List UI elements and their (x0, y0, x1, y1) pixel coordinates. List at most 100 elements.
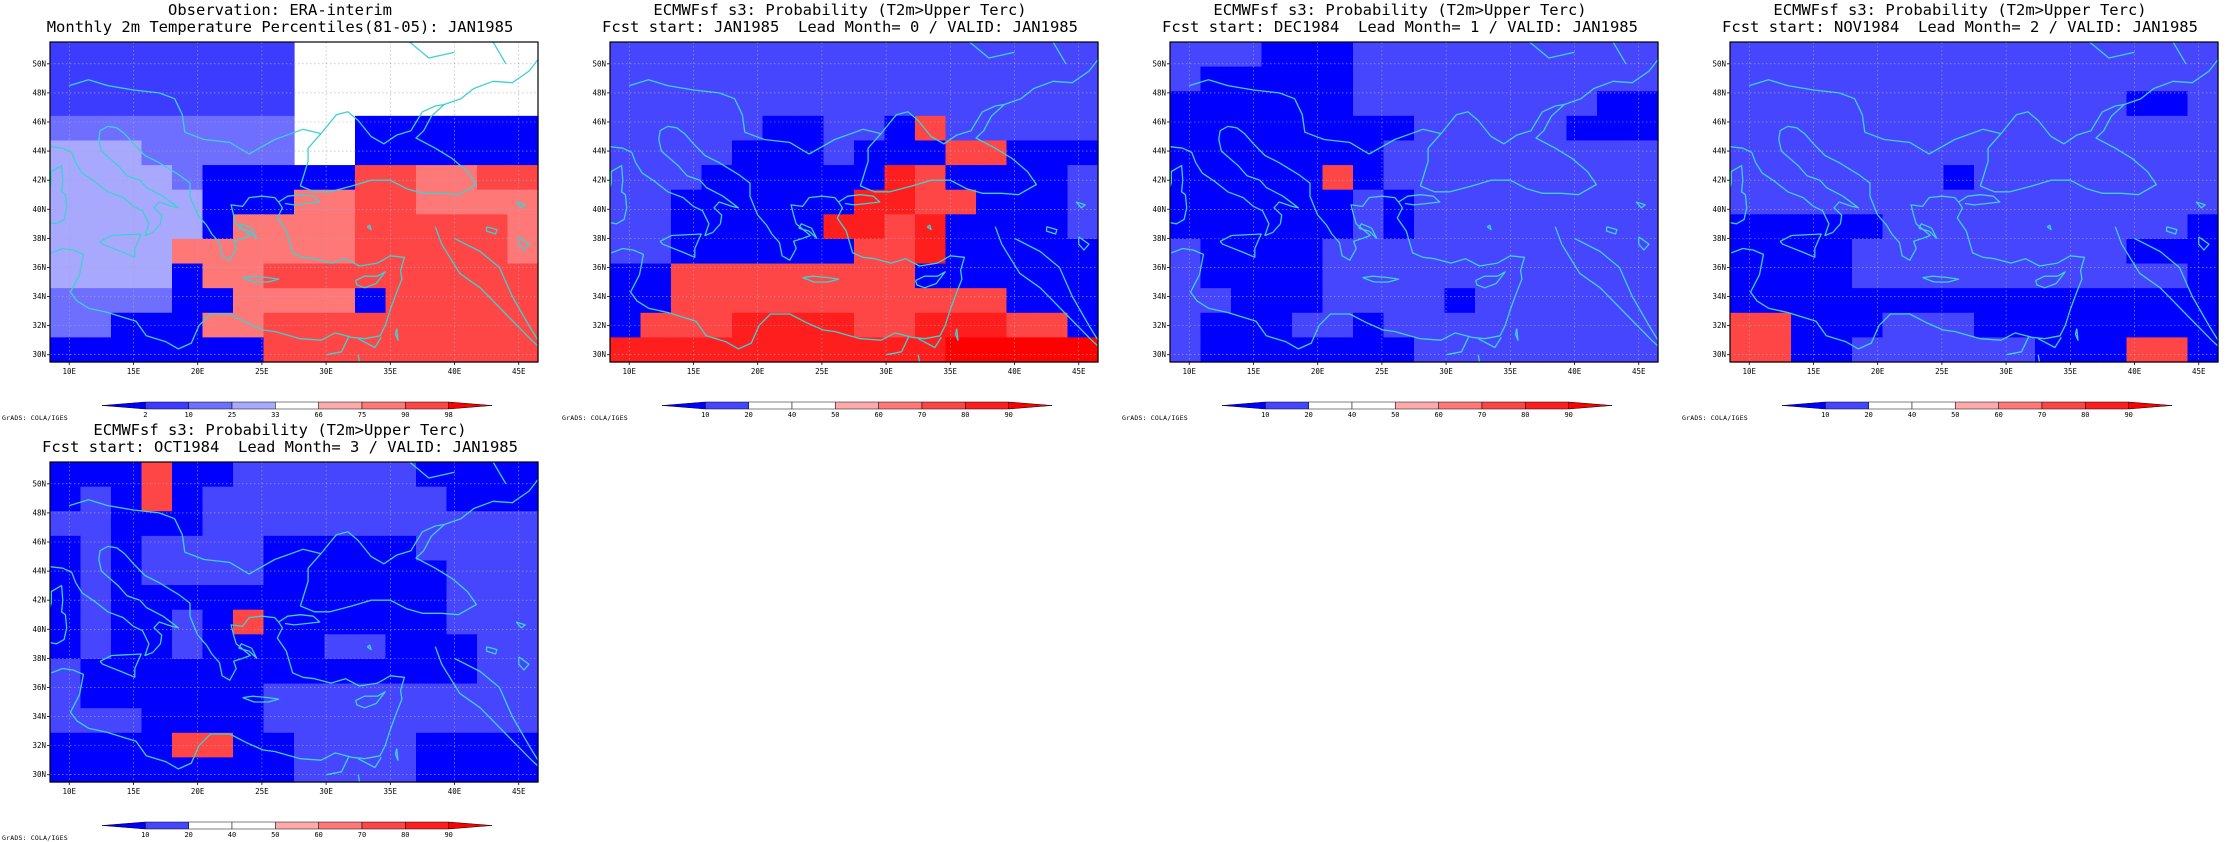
lon-tick-label: 40E (1568, 367, 1582, 376)
shading-cell (202, 288, 234, 314)
colorbar-label: 80 (1521, 411, 1529, 419)
colorbar-label: 80 (401, 831, 409, 839)
coastline (242, 695, 280, 703)
shading-cell (1882, 288, 1914, 314)
coastline (492, 462, 507, 485)
coastline (2165, 226, 2178, 235)
shading-cell (976, 165, 1008, 191)
lon-tick-label: 40E (1008, 367, 1022, 376)
coastline (366, 644, 372, 651)
coastline (1358, 223, 1378, 240)
coastline (434, 646, 538, 767)
shading-cell (762, 337, 794, 363)
lon-tick-label: 25E (1935, 367, 1949, 376)
shading-cell (1974, 214, 2006, 240)
shading-cell (80, 337, 112, 363)
shading-cell (172, 189, 204, 215)
colorbar-label: 80 (2081, 411, 2089, 419)
shading-cell (701, 337, 733, 363)
coastline (1529, 42, 1575, 59)
shading-cell (610, 66, 642, 92)
coastline (51, 621, 406, 770)
shading-cell (1261, 42, 1293, 68)
shading-cell (1913, 189, 1945, 215)
gridlines (50, 42, 538, 362)
shading-cell (1444, 115, 1476, 142)
colorbar-segment (1781, 401, 1826, 410)
colorbar-label: 90 (444, 831, 452, 839)
title-line-1: ECMWFsf s3: Probability (T2m>Upper Terc) (1773, 1, 2147, 19)
shading-cell (111, 462, 143, 488)
shading-cell (1821, 66, 1853, 92)
shading-cell (1821, 91, 1853, 117)
shading-cell (80, 560, 112, 586)
shading-cell (446, 486, 478, 512)
shading-cell (1505, 115, 1537, 142)
shading-cell (80, 708, 112, 734)
colorbar-label: 10 (141, 831, 149, 839)
shading-cell (416, 238, 448, 265)
shading-cell (1353, 42, 1385, 68)
map-area: 10E 15E 20E 25E 30E 35E 40E 45E 30N 32N 34N 36N 38N 4… (32, 461, 539, 796)
shading-cell (50, 140, 82, 166)
shading-cell (1913, 66, 1945, 92)
shading-cell (233, 42, 265, 68)
shading-cell (416, 263, 448, 289)
lon-tick-label: 30E (319, 787, 333, 796)
shading-cell (1852, 288, 1884, 314)
shading-cell (141, 535, 173, 562)
shading-cell (2187, 91, 2219, 117)
shading-cell (1383, 66, 1415, 92)
shading-cell (1231, 42, 1263, 68)
shading-cell (854, 91, 886, 117)
colorbar-segment (1868, 401, 1913, 410)
shading-cell (294, 585, 326, 611)
shading-cell (2187, 140, 2219, 166)
shading-cell (1821, 238, 1853, 265)
shading-cell (172, 609, 204, 635)
shading-cell (172, 214, 204, 240)
shading-cell (1536, 214, 1568, 240)
shading-cell (1566, 214, 1598, 240)
map-area: 10E 15E 20E 25E 30E 35E 40E 45E 30N 32N 34N 36N 38N 4… (1712, 41, 2219, 376)
shading-cell (1536, 288, 1568, 314)
shading-cell (324, 337, 356, 363)
coastline (1554, 226, 1658, 347)
shading-cell (111, 140, 143, 166)
lon-tick-label: 45E (512, 787, 526, 796)
shading-cell (1037, 91, 1069, 117)
coastline (610, 125, 740, 237)
coastline (611, 201, 966, 350)
shading-cell (416, 165, 448, 191)
lat-tick-label: 34N (32, 292, 46, 301)
shading-cell (1067, 91, 1099, 117)
shading-cell (793, 189, 825, 215)
shading-cell (945, 66, 977, 92)
shading-cell (172, 140, 204, 166)
shading-cell (2096, 288, 2128, 314)
shading-cell (2096, 91, 2128, 117)
shading-cell (762, 165, 794, 191)
shading-cell (355, 288, 387, 314)
colorbar-label: 20 (1304, 411, 1312, 419)
shading-cell (294, 337, 326, 363)
shading-cell (507, 708, 539, 734)
coastline (492, 42, 507, 65)
shading-cell (80, 486, 112, 512)
coastline (1922, 275, 1960, 283)
coastline (50, 164, 68, 225)
shading-cell (1444, 66, 1476, 92)
coastline (242, 275, 280, 283)
coastline (926, 224, 932, 231)
shading-cell (1943, 288, 1975, 314)
coastline (2172, 42, 2187, 65)
shading-cell (263, 757, 295, 783)
shading-cell (233, 609, 265, 635)
shading-cell (446, 140, 478, 166)
shading-cell (823, 66, 855, 92)
coastline (1638, 236, 1650, 251)
shading-cell (1974, 91, 2006, 117)
shading-cell (1536, 115, 1568, 142)
shading-cell (762, 115, 794, 142)
coastline (409, 42, 455, 59)
